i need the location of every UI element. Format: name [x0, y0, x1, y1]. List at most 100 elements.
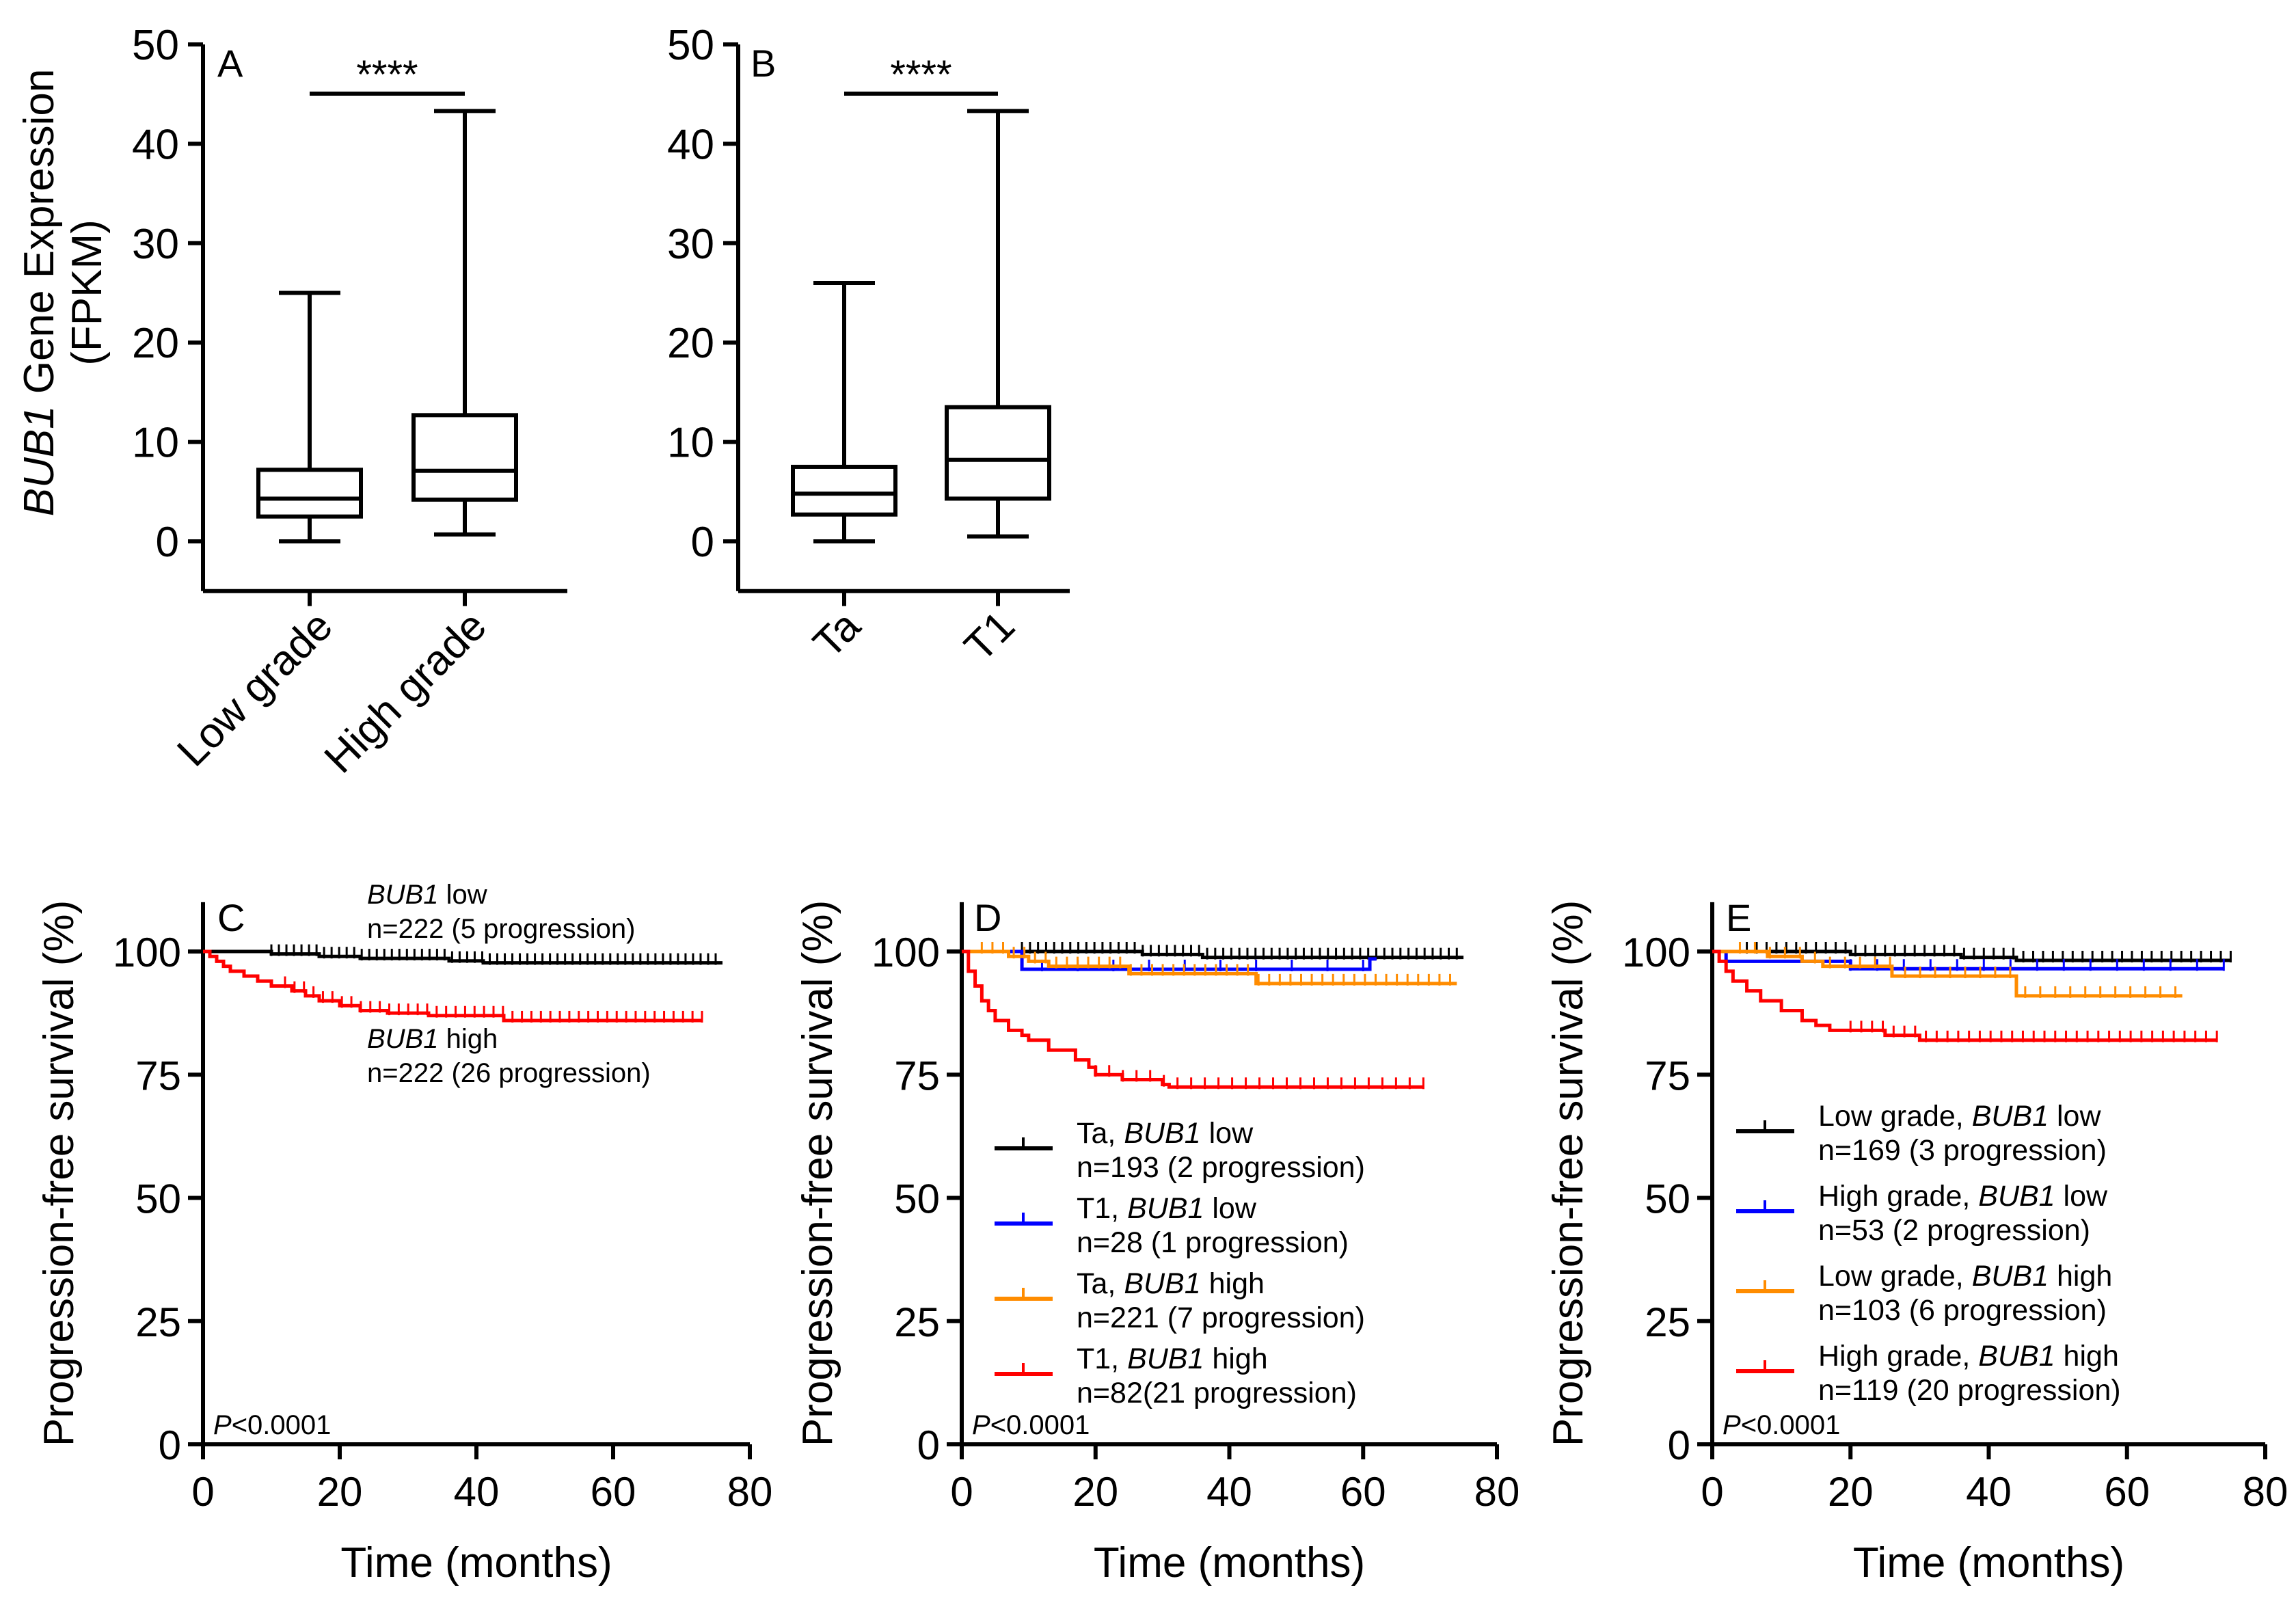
x-tick-label: 20 — [1072, 1469, 1118, 1515]
significance-label: **** — [356, 53, 418, 97]
y-tick-label: 100 — [1622, 930, 1690, 975]
legend-n: n=119 (20 progression) — [1818, 1374, 2121, 1407]
y-tick-label: 30 — [667, 221, 714, 268]
y-tick-label: 50 — [667, 22, 714, 69]
panel-label: E — [1726, 896, 1751, 939]
legend-label: Ta, BUB1 high — [1077, 1267, 1265, 1300]
iqr-box — [411, 413, 518, 502]
km-curve — [962, 949, 1464, 960]
y-tick-label: 25 — [1645, 1299, 1690, 1345]
y-tick-label: 50 — [135, 1176, 181, 1222]
km-panel-c: 0 25 50 75 100 0 20 40 60 80 Time (months) Progress… — [36, 880, 772, 1586]
y-tick-label: 75 — [894, 1053, 940, 1098]
km-panel-e: 0 25 50 75 100 0 20 40 60 80 Time (months) Progress… — [1545, 896, 2288, 1586]
y-axis-label: Progression-free survival (%) — [794, 900, 841, 1446]
km-series-0 — [1712, 942, 2232, 962]
km-series-3 — [1712, 949, 2218, 1042]
y-tick-label: 0 — [156, 519, 179, 566]
p-value: P<0.0001 — [1723, 1410, 1840, 1440]
series-label-high: BUB1 high — [367, 1024, 498, 1054]
km-series-0 — [203, 944, 722, 965]
x-tick-label: 40 — [454, 1469, 500, 1515]
y-tick-label: 10 — [132, 420, 179, 467]
panel-label: A — [217, 42, 243, 85]
y-tick-label: 50 — [132, 22, 179, 69]
x-tick-label: 40 — [1206, 1469, 1252, 1515]
x-tick-label: High grade — [316, 602, 496, 782]
iqr-box — [256, 468, 363, 519]
y-tick-label: 75 — [135, 1053, 181, 1098]
km-series-1 — [203, 949, 703, 1023]
legend-n: n=193 (2 progression) — [1077, 1151, 1365, 1184]
panel-label: C — [217, 896, 245, 939]
y-tick-label: 25 — [135, 1299, 181, 1345]
legend-label: T1, BUB1 low — [1077, 1192, 1257, 1225]
y-tick-label: 0 — [917, 1422, 940, 1468]
panel-label: B — [751, 42, 776, 85]
x-tick-label: 20 — [317, 1469, 363, 1515]
km-curve — [962, 949, 1457, 986]
y-tick-label: 0 — [691, 519, 714, 566]
y-axis-label: BUB1 Gene Expression — [16, 69, 63, 517]
legend-n: n=103 (6 progression) — [1818, 1294, 2107, 1327]
legend-label: High grade, BUB1 high — [1818, 1340, 2119, 1373]
x-tick-label: 20 — [1828, 1469, 1874, 1515]
y-tick-label: 0 — [159, 1422, 181, 1468]
y-tick-label: 50 — [894, 1176, 940, 1222]
box-t1 — [945, 109, 1051, 539]
km-curve — [1712, 949, 2231, 962]
x-tick-label: T1 — [956, 602, 1024, 671]
box-ta — [791, 280, 897, 543]
legend-n: n=82(21 progression) — [1077, 1377, 1357, 1409]
x-tick-label: 0 — [950, 1469, 973, 1515]
km-series-2 — [962, 942, 1457, 986]
p-value: P<0.0001 — [972, 1410, 1090, 1440]
y-tick-label: 40 — [132, 121, 179, 168]
y-axis-label-line2: (FPKM) — [64, 219, 111, 366]
y-tick-label: 100 — [113, 930, 181, 975]
km-curve — [1712, 949, 2217, 1042]
x-tick-label: 0 — [1701, 1469, 1723, 1515]
legend-label: T1, BUB1 high — [1077, 1342, 1268, 1375]
y-tick-label: 0 — [1668, 1422, 1690, 1468]
legend-n: n=221 (7 progression) — [1077, 1301, 1365, 1334]
y-tick-label: 100 — [872, 930, 940, 975]
series-n-low: n=222 (5 progression) — [367, 914, 635, 944]
legend-n: n=53 (2 progression) — [1818, 1214, 2090, 1247]
significance-label: **** — [890, 53, 951, 97]
x-axis-label: Time (months) — [1094, 1539, 1365, 1586]
x-tick-label: 0 — [191, 1469, 214, 1515]
km-curve — [962, 949, 1377, 971]
y-tick-label: 75 — [1645, 1053, 1690, 1098]
x-tick-label: 60 — [1340, 1469, 1386, 1515]
x-tick-label: 80 — [1474, 1469, 1520, 1515]
boxplot-panel-b: 0 10 20 30 40 50 B Ta T1 **** — [667, 22, 1070, 671]
legend-n: n=169 (3 progression) — [1818, 1134, 2107, 1167]
x-axis-label: Time (months) — [340, 1539, 612, 1586]
x-tick-label: Ta — [805, 602, 869, 667]
y-tick-label: 40 — [667, 121, 714, 168]
y-axis-label: Progression-free survival (%) — [36, 900, 83, 1446]
y-tick-label: 20 — [667, 320, 714, 367]
x-tick-label: 40 — [1966, 1469, 2012, 1515]
y-tick-label: 20 — [132, 320, 179, 367]
legend-label: Ta, BUB1 low — [1077, 1117, 1254, 1150]
legend-n: n=28 (1 progression) — [1077, 1226, 1349, 1259]
legend-label: Low grade, BUB1 low — [1818, 1100, 2101, 1133]
y-tick-label: 25 — [894, 1299, 940, 1345]
iqr-box — [945, 405, 1051, 501]
km-curve — [203, 949, 722, 965]
legend-label: High grade, BUB1 low — [1818, 1180, 2108, 1213]
iqr-box — [791, 464, 897, 517]
panel-label: D — [974, 896, 1001, 939]
x-tick-label: 80 — [727, 1469, 773, 1515]
